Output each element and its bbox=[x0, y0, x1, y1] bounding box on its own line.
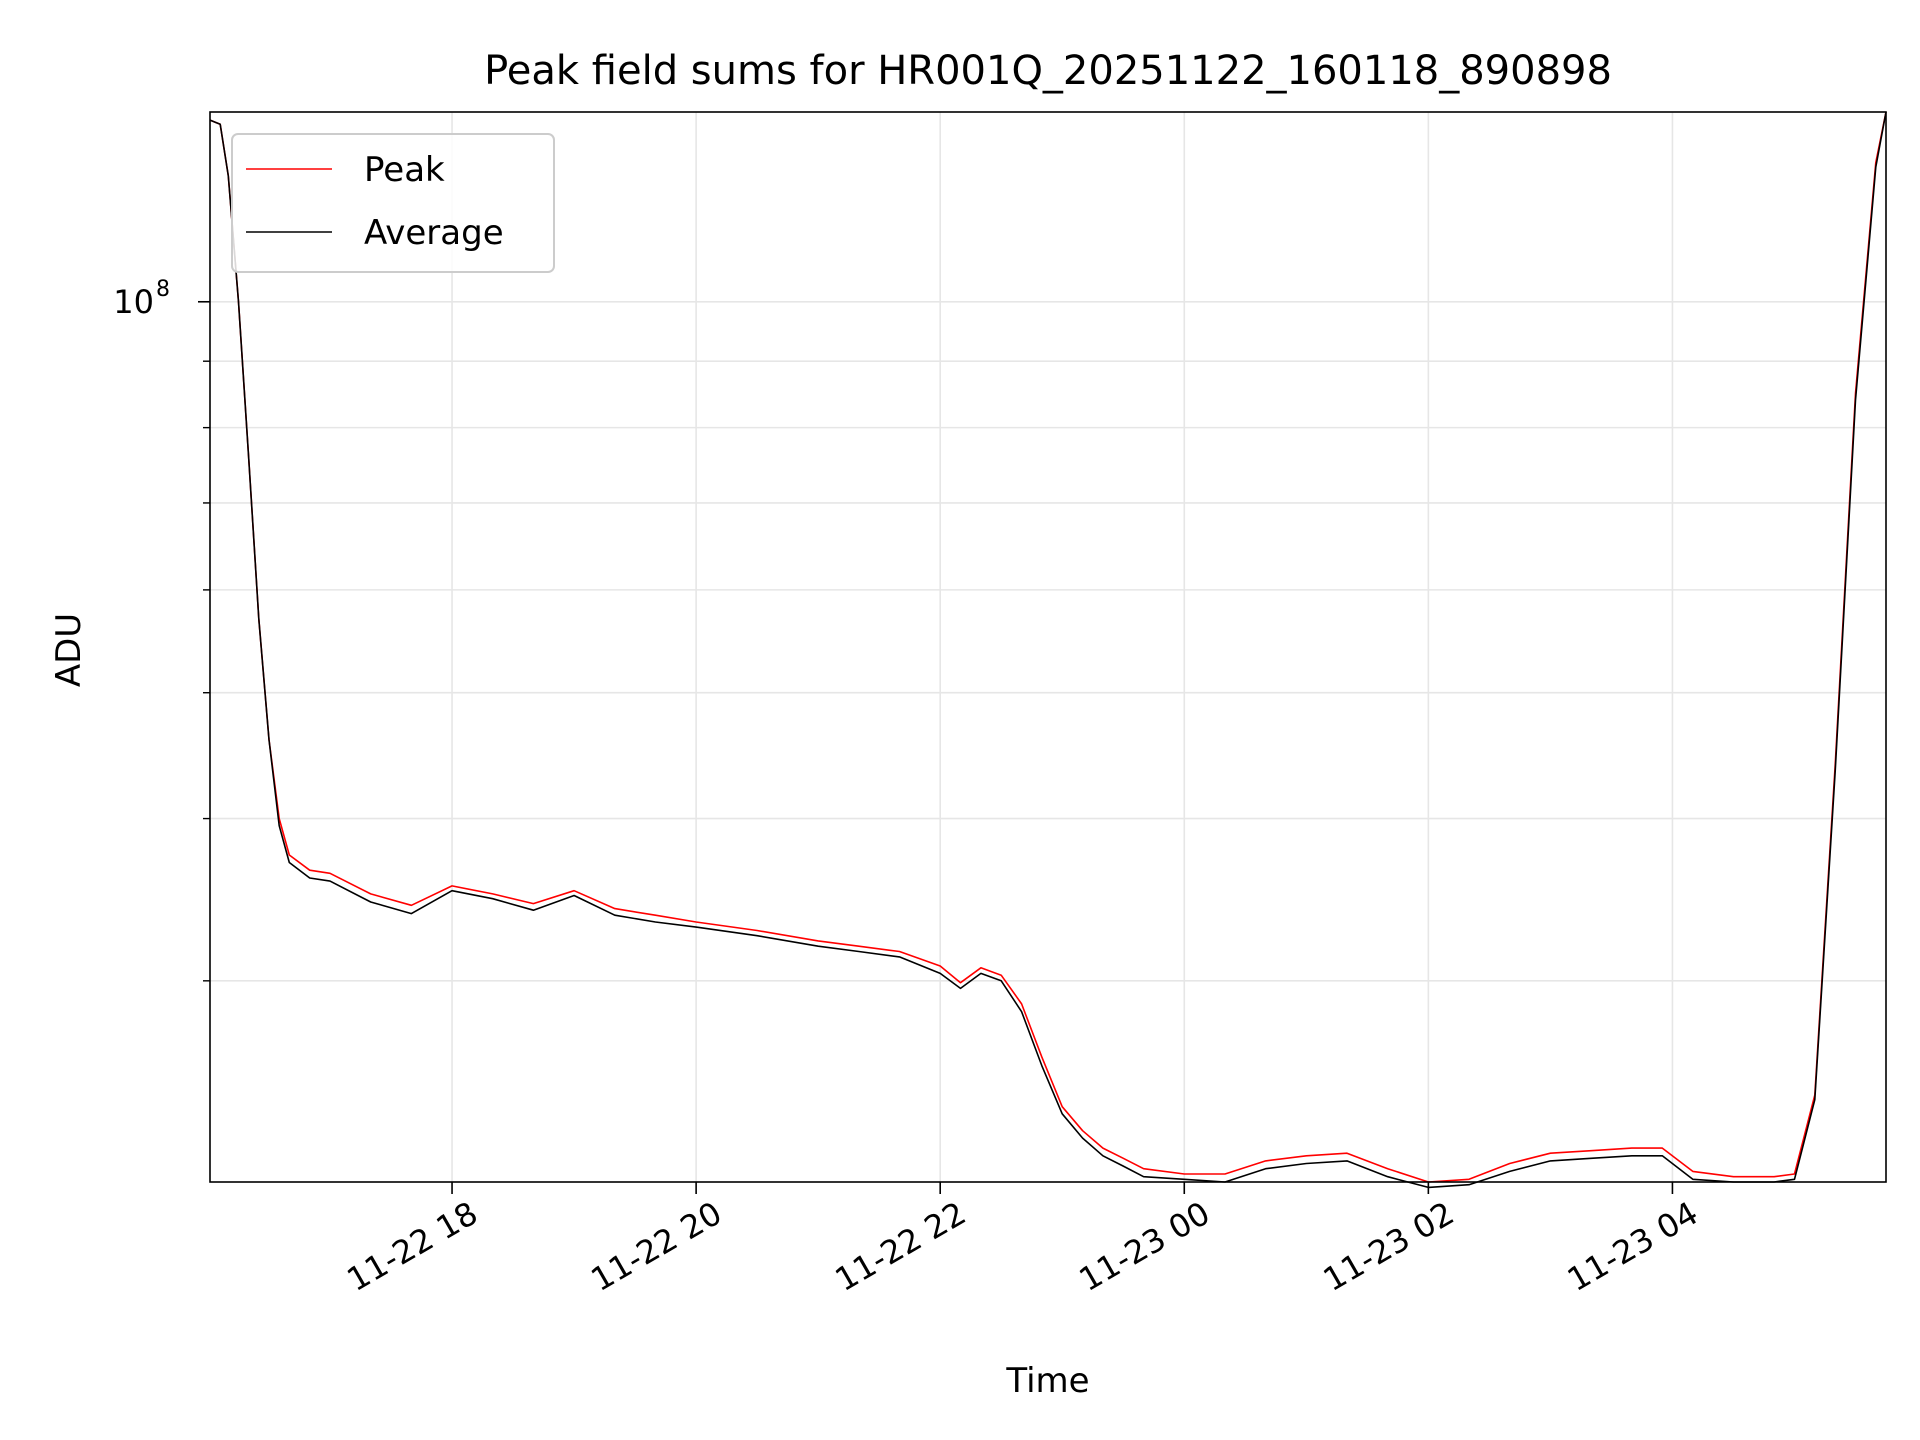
legend: Peak Average bbox=[231, 133, 555, 273]
x-axis-label: Time bbox=[1005, 1361, 1089, 1401]
series-line-average bbox=[209, 111, 1887, 1189]
axes-frame bbox=[209, 111, 1887, 1183]
plot-lines bbox=[209, 111, 1887, 1189]
y-axis-label: ADU bbox=[49, 613, 89, 687]
y-tick-label: 10 bbox=[113, 283, 154, 321]
series-line-peak bbox=[209, 111, 1887, 1183]
y-tick-label-exponent: 8 bbox=[156, 277, 170, 302]
grid bbox=[210, 112, 1886, 1182]
legend-label-peak: Peak bbox=[364, 150, 445, 190]
chart-title: Peak field sums for HR001Q_20251122_1601… bbox=[484, 48, 1612, 94]
legend-label-average: Average bbox=[364, 213, 504, 253]
